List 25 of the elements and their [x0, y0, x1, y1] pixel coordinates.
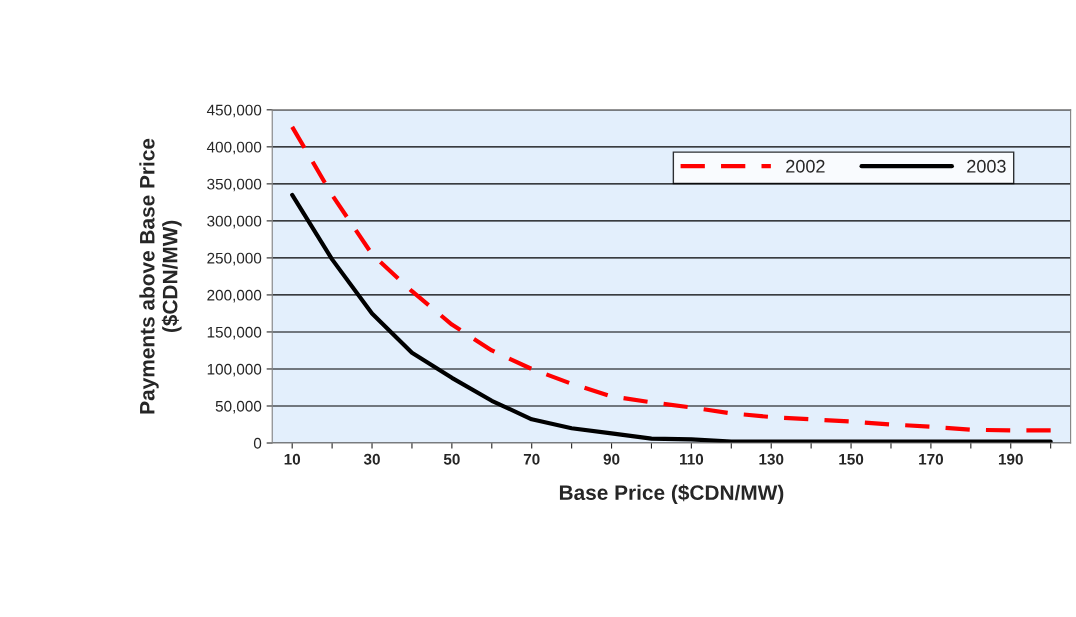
x-tick-label: 130 [759, 453, 784, 465]
y-tick-label: 300,000 [207, 215, 262, 229]
x-tick-label: 10 [284, 453, 301, 465]
x-tick-label: 70 [523, 453, 540, 465]
x-axis-title: Base Price ($CDN/MW) [559, 484, 784, 505]
y-tick-label: 350,000 [207, 178, 262, 192]
y-tick-label: 50,000 [215, 400, 262, 414]
y-tick-label: 450,000 [206, 104, 262, 118]
y-tick-label: 200,000 [207, 289, 262, 303]
x-tick-label: 30 [363, 453, 380, 465]
y-tick-label: 250,000 [207, 252, 262, 266]
y-tick-label: 400,000 [206, 141, 262, 155]
x-tick-label: 170 [919, 453, 944, 465]
y-tick-label: 150,000 [207, 326, 262, 340]
legend-label: 2003 [967, 159, 1006, 173]
x-tick-label: 50 [443, 453, 460, 465]
x-tick-label: 190 [998, 453, 1023, 465]
line-series [290, 124, 1053, 433]
x-tick-label: 110 [680, 453, 704, 465]
y-tick-label: 100,000 [207, 363, 262, 377]
x-tick-label: 90 [603, 453, 620, 465]
y-axis-title: Payments above Base Price ($CDN/MW) [139, 138, 182, 414]
y-tick-label: 0 [253, 437, 262, 449]
x-tick-label: 150 [839, 453, 864, 465]
legend-label: 2002 [786, 159, 825, 173]
